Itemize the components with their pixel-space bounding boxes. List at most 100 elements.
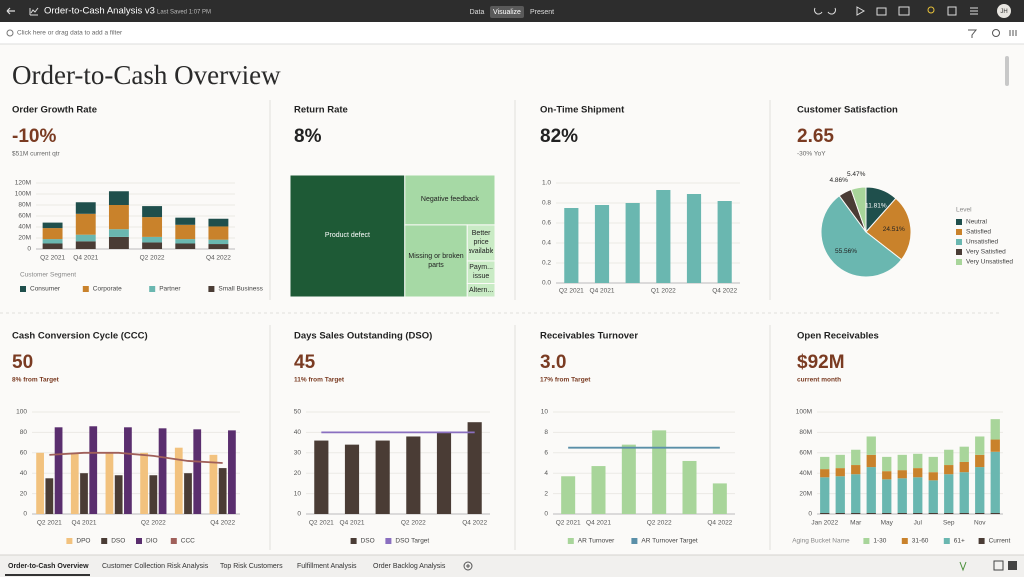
kpi-value: 45 xyxy=(294,352,316,373)
x-tick-label: Sep xyxy=(943,520,955,527)
layout-icon[interactable] xyxy=(1008,561,1017,570)
status-icon xyxy=(959,561,967,572)
bar xyxy=(682,460,697,514)
mode-tab[interactable]: Data xyxy=(470,9,485,16)
bar-segment xyxy=(959,472,969,513)
x-tick-label: Q2 2021 xyxy=(40,255,65,262)
bar-segment xyxy=(835,476,845,513)
back-button[interactable] xyxy=(6,7,15,15)
y-tick-label: 120M xyxy=(15,180,31,187)
treemap-label: Missing or broken parts xyxy=(408,252,464,269)
y-tick-label: 80M xyxy=(799,429,812,436)
undo-icon[interactable] xyxy=(814,7,823,15)
bar-segment xyxy=(913,468,923,478)
add-sheet-button[interactable] xyxy=(463,561,473,571)
treemap-label: Altern... xyxy=(469,286,493,294)
legend-swatch xyxy=(863,538,870,544)
menu-icon[interactable] xyxy=(970,7,978,15)
view-icon[interactable] xyxy=(898,6,910,16)
x-tick-label: Nov xyxy=(974,520,986,527)
pie-label: 4.86% xyxy=(829,177,848,184)
sheet-tab[interactable]: Order-to-Cash Overview xyxy=(8,563,89,570)
bar-segment xyxy=(851,474,861,513)
y-tick-label: 0.6 xyxy=(542,220,551,227)
filter-add-icon[interactable] xyxy=(6,29,14,37)
y-tick-label: 10 xyxy=(294,490,302,497)
insight-icon[interactable] xyxy=(927,6,935,14)
redo-icon[interactable] xyxy=(827,7,836,15)
avatar[interactable] xyxy=(997,4,1011,18)
sheet-tab[interactable]: Top Risk Customers xyxy=(220,563,283,570)
x-tick-label: Q4 2021 xyxy=(590,288,615,295)
run-icon[interactable] xyxy=(856,6,866,16)
pie-label: 5.47% xyxy=(847,171,866,178)
line-series xyxy=(49,451,223,464)
bar xyxy=(114,475,123,514)
legend-label: DPO xyxy=(76,538,90,545)
x-tick-label: Q4 2021 xyxy=(586,520,611,527)
legend-label: DSO Target xyxy=(395,538,429,545)
tile-dividers xyxy=(0,100,1000,550)
y-tick-label: 40 xyxy=(294,429,302,436)
bar xyxy=(193,429,202,514)
legend-swatch xyxy=(956,249,962,255)
export-icon[interactable] xyxy=(947,6,957,16)
settings-icon[interactable] xyxy=(992,29,1000,37)
bar-segment xyxy=(108,205,129,230)
filter-bar[interactable] xyxy=(0,22,1024,44)
bar-segment xyxy=(835,454,845,469)
bar-segment xyxy=(944,449,954,466)
bar xyxy=(561,476,576,514)
bar-segment xyxy=(175,224,196,240)
sheet-tab[interactable]: Customer Collection Risk Analysis xyxy=(102,563,209,570)
bar xyxy=(717,201,732,283)
pie-slice xyxy=(850,186,867,233)
filter-icon[interactable] xyxy=(968,29,978,38)
bar-segment xyxy=(897,512,907,514)
kpi-value: $92M xyxy=(797,352,845,373)
pie-label: 24.51% xyxy=(883,226,905,233)
legend-label: Current xyxy=(989,538,1011,545)
legend-swatch xyxy=(136,538,142,544)
tile-title: Cash Conversion Cycle (CCC) xyxy=(12,331,148,342)
sheet-tab[interactable]: Order Backlog Analysis xyxy=(373,563,446,570)
bar-segment xyxy=(142,242,163,249)
y-tick-label: 60M xyxy=(799,450,812,457)
x-tick-label: Q2 2022 xyxy=(401,520,426,527)
mode-tab[interactable]: Present xyxy=(530,9,554,16)
y-tick-label: 0.8 xyxy=(542,200,551,207)
sheet-tab-bar xyxy=(0,555,1024,577)
sheet-tab[interactable]: Fulfillment Analysis xyxy=(297,563,357,570)
y-tick-label: 20 xyxy=(20,490,28,497)
bar xyxy=(158,428,167,514)
scrollbar[interactable] xyxy=(1005,56,1009,86)
mode-tab[interactable]: Visualize xyxy=(493,9,521,16)
legend-label: 1-30 xyxy=(873,538,886,545)
y-tick-label: 0.0 xyxy=(542,280,551,287)
kpi-subtitle: 8% from Target xyxy=(12,377,60,384)
tile-title: Receivables Turnover xyxy=(540,331,638,342)
bar xyxy=(105,452,114,514)
treemap-label: Better price available xyxy=(469,230,493,256)
legend-label: Partner xyxy=(159,286,181,293)
layout-icon[interactable] xyxy=(993,560,1004,571)
kpi-subtitle: 11% from Target xyxy=(294,377,345,384)
bar xyxy=(621,444,636,514)
legend-swatch xyxy=(978,538,985,544)
bar-segment xyxy=(820,512,830,514)
camera-icon[interactable] xyxy=(876,7,887,16)
bar-segment xyxy=(928,472,938,481)
bar xyxy=(54,427,63,514)
bar-segment xyxy=(851,465,861,475)
kpi-value: 50 xyxy=(12,352,33,373)
bar-segment xyxy=(208,218,229,227)
bar xyxy=(314,440,329,514)
bar-segment xyxy=(928,456,938,473)
y-tick-label: 100M xyxy=(15,191,31,198)
legend-label: Very Satisfied xyxy=(966,249,1006,256)
kpi-subtitle: -30% YoY xyxy=(797,151,826,158)
bar xyxy=(467,422,482,514)
bar-segment xyxy=(990,512,1000,514)
more-icon[interactable] xyxy=(1009,30,1017,36)
